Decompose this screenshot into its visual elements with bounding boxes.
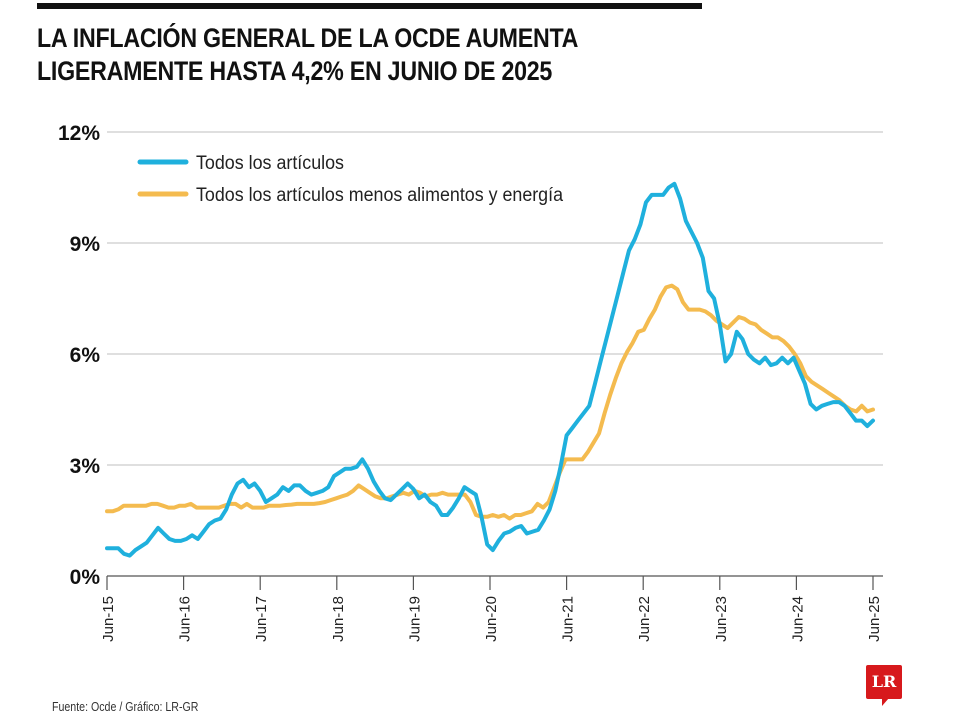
x-tick-label: Jun-19 [406,596,423,642]
y-axis: 0% 3% 6% 9% 12% [58,122,100,589]
x-tick-label: Jun-22 [636,596,653,642]
y-tick-label: 0% [70,566,101,589]
legend-label-core: Todos los artículos menos alimentos y en… [196,185,563,206]
chart-title-line-2: LIGERAMENTE HASTA 4,2% EN JUNIO DE 2025 [37,56,553,86]
lr-logo: LR [866,665,902,706]
chart-title-line-1: LA INFLACIÓN GENERAL DE LA OCDE AUMENTA [37,23,579,53]
series-line-core [105,283,875,521]
x-tick-label: Jun-24 [789,596,806,642]
x-tick-label: Jun-16 [177,596,194,642]
y-tick-label: 9% [70,233,101,256]
series-lines [105,181,875,558]
legend-label-all-items: Todos los artículos [196,153,344,174]
source-note: Fuente: Ocde / Gráfico: LR-GR [52,700,199,714]
y-tick-label: 6% [70,344,101,367]
x-tick-label: Jun-15 [100,596,117,642]
x-tick-label: Jun-25 [866,596,883,642]
x-tick-label: Jun-23 [713,596,730,642]
x-tick-label: Jun-18 [330,596,347,642]
x-axis: Jun-15 Jun-16 Jun-17 Jun-18 Jun-19 Jun-20 Jun-… [100,575,883,642]
title-rule [37,3,702,9]
y-tick-label: 3% [70,455,101,478]
x-tick-label: Jun-21 [560,596,577,642]
series-line-all-items [105,181,875,558]
x-tick-label: Jun-17 [253,596,270,642]
x-tick-label: Jun-20 [483,596,500,642]
y-tick-label: 12% [58,122,100,145]
chart-title: LA INFLACIÓN GENERAL DE LA OCDE AUMENTA … [37,22,691,88]
legend: Todos los artículos Todos los artículos … [137,153,563,206]
gridlines [107,131,883,466]
